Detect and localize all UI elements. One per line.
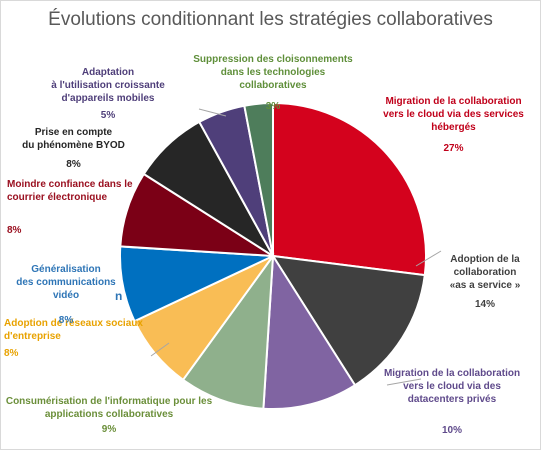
- slice-percent: 3%: [265, 101, 281, 112]
- slice-label: Généralisation des communications vidéo 8%: [11, 263, 121, 327]
- slice-label-line: des communications: [16, 277, 116, 288]
- slice-label-line: Migration de la collaboration: [383, 368, 521, 379]
- slice-percent: 10%: [441, 425, 462, 436]
- slice-label-line: Suppression des cloisonnements: [193, 54, 353, 65]
- slice-percent: 9%: [101, 424, 117, 435]
- slice-label-line: hébergés: [431, 122, 476, 133]
- slice-percent: 8%: [4, 348, 19, 359]
- slice-label-line: «as a service »: [449, 280, 521, 291]
- slice-percent: 8%: [7, 225, 22, 236]
- slice-label-line: d'appareils mobiles: [61, 93, 155, 104]
- leader-line: [415, 250, 442, 267]
- pie-slice: [181, 252, 275, 410]
- slice-label: Migration de la collaboration vers le clo…: [371, 95, 536, 155]
- leader-line: [198, 108, 227, 117]
- slice-label-line: du phénomène BYOD: [22, 140, 125, 151]
- slice-label-line: vidéo: [52, 290, 80, 301]
- slice-percent: 14%: [474, 299, 495, 310]
- slice-label-line: Adoption de la: [450, 254, 520, 265]
- slice-label: Suppression des cloisonnements dans les t…: [189, 53, 357, 113]
- slice-percent: 27%: [443, 143, 464, 154]
- slice-label: Prise en compte du phénomène BYOD 8%: [11, 126, 136, 171]
- slice-label-line: Adoption de réseaux sociaux: [4, 318, 143, 329]
- leader-line: [386, 378, 422, 386]
- slice-label-line: d'entreprise: [4, 331, 61, 342]
- slice-percent: 5%: [100, 110, 116, 121]
- slice-label: Adaptation à l'utilisation croissante d'ap…: [39, 66, 177, 122]
- leader-line: [150, 342, 170, 357]
- slice-label: Moindre confiance dans le courrier électr…: [7, 178, 142, 237]
- pie-slice: [272, 101, 427, 277]
- slice-label-line: collaboration: [453, 267, 517, 278]
- slice-label-line: Généralisation: [31, 264, 101, 275]
- slice-label-line: courrier électronique: [7, 192, 108, 203]
- chart-title: Évolutions conditionnant les stratégies …: [48, 9, 493, 30]
- slice-label-line: Moindre confiance dans le: [7, 179, 133, 190]
- slice-label-line: Consumérisation de l'informatique pour l…: [5, 396, 213, 407]
- slice-label: Adoption de réseaux sociaux d'entreprise 8…: [4, 317, 154, 360]
- slice-label: Migration de la collaboration vers le clo…: [377, 367, 527, 437]
- stray-mark: n: [115, 289, 123, 303]
- slice-label-line: dans les technologies collaboratives: [220, 67, 326, 91]
- slice-label-line: Migration de la collaboration: [385, 96, 522, 107]
- pie-slice: [262, 252, 357, 410]
- slice-label-line: Adaptation: [81, 67, 135, 78]
- slice-label-line: Prise en compte: [34, 127, 113, 138]
- pie-slice: [271, 254, 426, 387]
- slice-label-line: vers le cloud via des services: [383, 109, 524, 120]
- slice-label-line: vers le cloud via des: [403, 381, 501, 392]
- slice-label-line: datacenters privés: [407, 394, 497, 405]
- slice-percent: 8%: [58, 315, 74, 326]
- slice-label-line: à l'utilisation croissante: [51, 80, 165, 91]
- slice-label: Adoption de la collaboration «as a service…: [441, 253, 529, 311]
- pie-slice: [243, 101, 274, 257]
- slice-percent: 8%: [66, 159, 81, 170]
- slice-label: Consumérisation de l'informatique pour l…: [3, 395, 215, 436]
- slice-label-line: applications collaboratives: [44, 409, 174, 420]
